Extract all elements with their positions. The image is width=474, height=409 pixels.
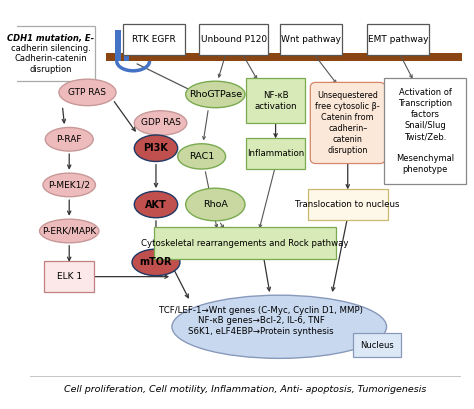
FancyBboxPatch shape xyxy=(246,138,305,169)
FancyBboxPatch shape xyxy=(310,83,385,164)
Text: Unbound P120: Unbound P120 xyxy=(201,35,267,44)
Text: AKT: AKT xyxy=(145,200,167,209)
Text: Cell proliferation, Cell motility, Inflammation, Anti- apoptosis, Tumorigenesis: Cell proliferation, Cell motility, Infla… xyxy=(64,385,426,394)
Text: P-MEK1/2: P-MEK1/2 xyxy=(48,180,90,189)
Text: cadherin silencing.: cadherin silencing. xyxy=(11,44,91,53)
FancyBboxPatch shape xyxy=(44,261,94,292)
FancyBboxPatch shape xyxy=(246,78,305,123)
Ellipse shape xyxy=(186,188,245,221)
Text: NF-κB
activation: NF-κB activation xyxy=(254,90,297,110)
Bar xyxy=(124,30,129,61)
Text: PI3K: PI3K xyxy=(144,143,168,153)
Ellipse shape xyxy=(39,219,99,243)
Text: RhoGTPase: RhoGTPase xyxy=(189,90,242,99)
FancyBboxPatch shape xyxy=(123,24,184,55)
Text: Wnt pathway: Wnt pathway xyxy=(281,35,341,44)
FancyBboxPatch shape xyxy=(384,78,466,184)
FancyBboxPatch shape xyxy=(7,26,95,81)
Ellipse shape xyxy=(134,191,178,218)
Text: Unsequestered
free cytosolic β-
Catenin from
cadherin–
catenin
disruption: Unsequestered free cytosolic β- Catenin … xyxy=(315,91,380,155)
Text: Translocation to nucleus: Translocation to nucleus xyxy=(295,200,400,209)
Ellipse shape xyxy=(186,81,245,108)
Text: RhoA: RhoA xyxy=(203,200,228,209)
Text: GDP RAS: GDP RAS xyxy=(141,119,181,128)
Ellipse shape xyxy=(172,295,387,358)
Text: TCF/LEF-1→Wnt genes (C-Myc, Cyclin D1, MMP)
NF-κB genes→Bcl-2, IL-6, TNF
S6K1, e: TCF/LEF-1→Wnt genes (C-Myc, Cyclin D1, M… xyxy=(159,306,363,335)
FancyBboxPatch shape xyxy=(281,24,342,55)
FancyBboxPatch shape xyxy=(154,227,337,259)
Text: P-RAF: P-RAF xyxy=(56,135,82,144)
Ellipse shape xyxy=(132,249,180,276)
Text: CDH1 mutation, E-: CDH1 mutation, E- xyxy=(8,34,94,43)
FancyBboxPatch shape xyxy=(308,189,388,220)
Text: EMT pathway: EMT pathway xyxy=(368,35,428,44)
FancyBboxPatch shape xyxy=(367,24,429,55)
Text: GTP RAS: GTP RAS xyxy=(68,88,107,97)
Ellipse shape xyxy=(43,173,95,197)
Text: RAC1: RAC1 xyxy=(189,152,214,161)
Text: ELK 1: ELK 1 xyxy=(57,272,82,281)
Ellipse shape xyxy=(45,128,93,151)
Text: Cadherin-catenin: Cadherin-catenin xyxy=(15,54,87,63)
Text: RTK EGFR: RTK EGFR xyxy=(132,35,175,44)
FancyBboxPatch shape xyxy=(354,333,401,357)
Ellipse shape xyxy=(59,79,116,106)
FancyBboxPatch shape xyxy=(200,24,268,55)
Ellipse shape xyxy=(134,111,187,135)
Text: Nucleus: Nucleus xyxy=(361,341,394,350)
Text: Cytoskeletal rearrangements and Rock pathway: Cytoskeletal rearrangements and Rock pat… xyxy=(141,239,349,248)
Bar xyxy=(106,53,462,61)
Text: Inflammation: Inflammation xyxy=(247,149,304,158)
Ellipse shape xyxy=(134,135,178,162)
Text: P-ERK/MAPK: P-ERK/MAPK xyxy=(42,227,96,236)
Text: mTOR: mTOR xyxy=(140,257,172,267)
Text: Activation of
Transcription
factors
Snail/Slug
Twist/Zeb.

Mesenchymal
phenotype: Activation of Transcription factors Snai… xyxy=(396,88,455,175)
Text: disruption: disruption xyxy=(30,65,72,74)
Bar xyxy=(115,30,121,61)
Ellipse shape xyxy=(178,144,226,169)
